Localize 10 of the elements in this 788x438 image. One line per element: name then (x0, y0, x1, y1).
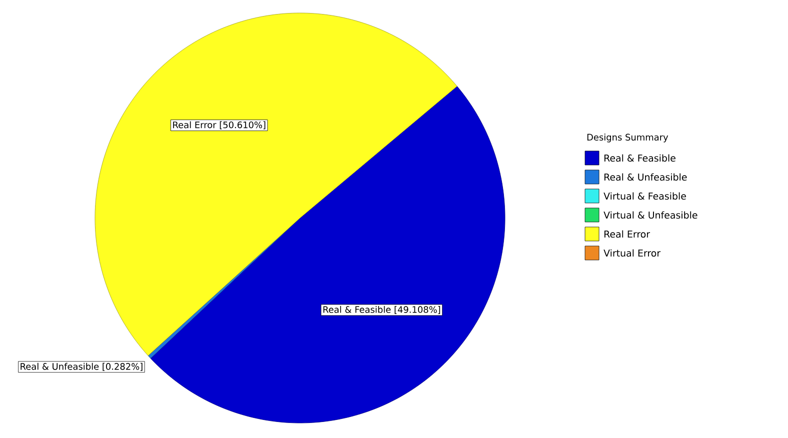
legend-label: Real Error (604, 230, 650, 238)
data-label: Real & Feasible [49.108%] (323, 306, 440, 314)
legend-title: Designs Summary (587, 134, 668, 142)
legend-label: Virtual & Feasible (604, 192, 686, 200)
legend-label: Real & Feasible (604, 154, 676, 162)
data-label: Real & Unfeasible [0.282%] (20, 362, 142, 371)
data-label: Real Error [50.610%] (173, 121, 266, 130)
legend-label: Virtual Error (604, 249, 661, 257)
legend-label: Virtual & Unfeasible (604, 211, 698, 219)
legend-label: Real & Unfeasible (604, 173, 687, 181)
